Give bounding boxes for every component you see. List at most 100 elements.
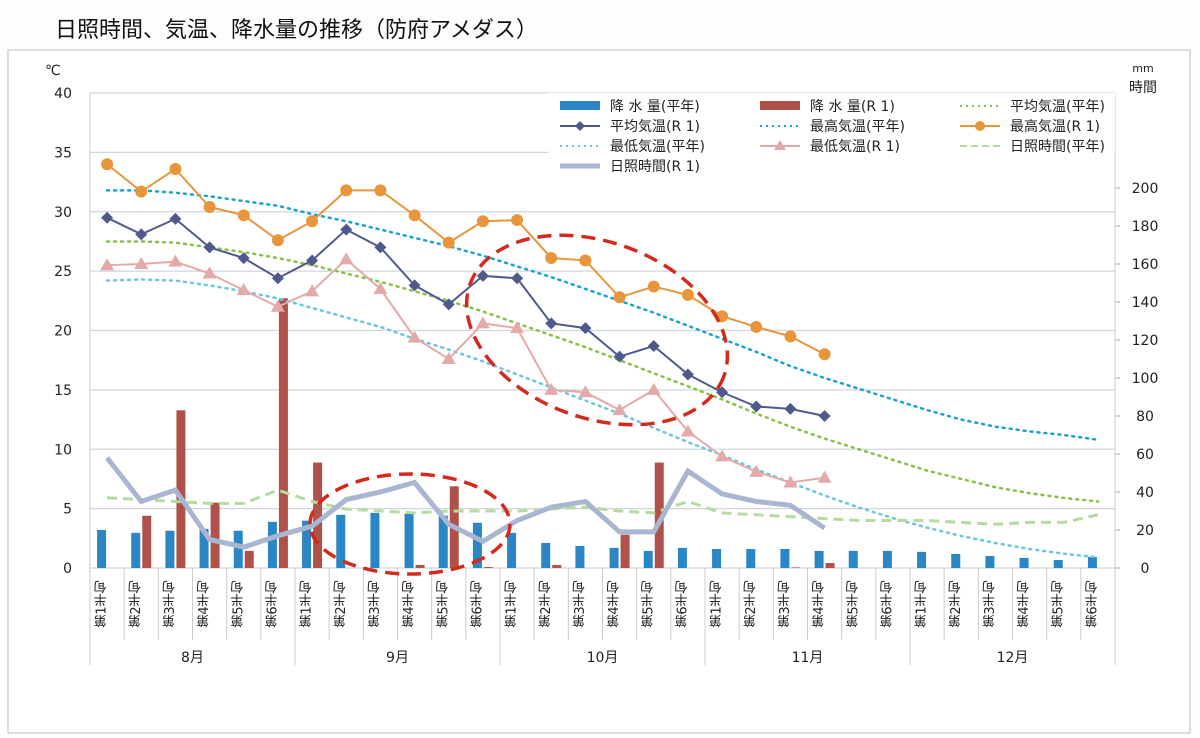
left-tick-label: 15	[54, 383, 72, 399]
bar-rain-normal	[917, 551, 927, 568]
bar-rain-normal	[438, 515, 448, 568]
point-diamond	[101, 211, 114, 224]
legend-marker	[774, 140, 786, 150]
point-triangle	[783, 475, 798, 488]
legend-label: 最高気温(R 1)	[1010, 118, 1100, 135]
left-tick-label: 30	[54, 205, 72, 221]
bar-rain-normal	[541, 542, 551, 568]
bar-rain-normal	[472, 522, 482, 568]
left-tick-label: 5	[63, 502, 72, 518]
bar-rain-normal	[882, 550, 892, 568]
x-tick-label: 第4半旬	[812, 580, 828, 628]
annotation-ellipse	[464, 233, 730, 427]
legend-marker	[975, 121, 985, 131]
bar-rain-r1	[244, 550, 254, 568]
series-line	[107, 488, 1099, 526]
point-diamond	[579, 322, 592, 335]
left-tick-label: 25	[54, 264, 72, 280]
legend-label: 日照時間(R 1)	[610, 159, 700, 175]
point-diamond	[408, 279, 421, 292]
point-triangle	[749, 464, 764, 477]
right-tick-label: 20	[1136, 523, 1154, 539]
point-circle	[579, 254, 592, 267]
point-diamond	[135, 228, 148, 241]
legend-label: 最低気温(R 1)	[810, 139, 900, 155]
left-tick-label: 40	[54, 86, 72, 102]
point-circle	[101, 158, 114, 171]
bar-rain-normal	[848, 550, 858, 568]
right-tick-label: 160	[1132, 257, 1159, 273]
x-tick-label: 第3半旬	[162, 580, 178, 628]
point-triangle	[715, 449, 730, 462]
bar-rain-r1	[825, 563, 835, 568]
point-triangle	[646, 382, 661, 395]
bar-rain-normal	[643, 550, 653, 568]
legend-label: 日照時間(平年)	[1010, 139, 1105, 155]
legend-label: 最低気温(平年)	[610, 139, 705, 155]
right-axis-unit: mm	[1132, 62, 1153, 75]
legend-marker	[575, 121, 585, 131]
left-tick-label: 35	[54, 145, 72, 161]
right-tick-label: 120	[1132, 333, 1159, 349]
left-tick-label: 10	[54, 442, 72, 458]
x-tick-label: 第6半旬	[470, 580, 486, 628]
x-tick-label: 第4半旬	[1017, 580, 1033, 628]
point-diamond	[647, 339, 660, 352]
bar-rain-normal	[507, 532, 517, 568]
point-diamond	[681, 368, 694, 381]
point-circle	[784, 330, 797, 343]
bar-rain-normal	[1053, 560, 1063, 568]
bar-rain-r1	[142, 515, 152, 568]
point-triangle	[510, 321, 525, 334]
x-tick-label: 第5半旬	[1051, 580, 1067, 628]
bar-rain-normal	[267, 521, 277, 568]
bar-rain-normal	[814, 550, 824, 568]
point-triangle	[305, 284, 320, 297]
point-diamond	[271, 272, 284, 285]
bar-rain-normal	[97, 530, 107, 568]
point-triangle	[236, 283, 251, 296]
right-tick-label: 60	[1136, 447, 1154, 463]
x-tick-label: 第5半旬	[846, 580, 862, 628]
legend-label: 平均気温(平年)	[1010, 99, 1105, 115]
left-tick-label: 0	[63, 561, 72, 577]
right-axis-unit-hours: 時間	[1129, 80, 1157, 96]
point-circle	[135, 185, 148, 198]
bar-rain-r1	[210, 502, 220, 568]
right-tick-label: 0	[1141, 561, 1150, 577]
bar-rain-r1	[176, 410, 186, 568]
bar-rain-r1	[552, 564, 562, 568]
x-tick-label: 第3半旬	[572, 580, 588, 628]
x-tick-label: 第5半旬	[436, 580, 452, 628]
bar-rain-normal	[746, 549, 756, 568]
point-circle	[237, 209, 250, 222]
x-tick-label: 第1半旬	[299, 580, 315, 628]
point-triangle	[817, 470, 832, 483]
point-circle	[750, 320, 763, 333]
legend-swatch	[560, 101, 600, 110]
x-tick-label: 第1半旬	[709, 580, 725, 628]
x-tick-label: 第1半旬	[504, 580, 520, 628]
point-triangle	[270, 299, 285, 312]
legend-label: 降 水 量(平年)	[610, 99, 700, 115]
legend: 降 水 量(平年) 降 水 量(R 1) 平均気温(平年) 平均気温(R 1) 最高気温…	[548, 93, 1115, 175]
right-tick-label: 40	[1136, 485, 1154, 501]
left-axis-unit: ℃	[45, 63, 61, 79]
month-label: 10月	[587, 650, 619, 666]
bar-rain-normal	[985, 556, 995, 568]
series-line	[105, 240, 1100, 503]
point-triangle	[407, 330, 422, 343]
bar-rain-r1	[313, 462, 323, 568]
point-triangle	[441, 352, 456, 364]
point-circle	[271, 234, 284, 247]
point-circle	[408, 209, 421, 222]
bar-rain-normal	[1019, 557, 1029, 568]
series-line	[106, 216, 825, 417]
point-circle	[476, 215, 489, 228]
point-circle	[681, 288, 694, 301]
point-triangle	[612, 403, 627, 416]
point-circle	[818, 348, 831, 361]
legend-label: 降 水 量(R 1)	[810, 99, 895, 115]
point-circle	[374, 184, 387, 197]
